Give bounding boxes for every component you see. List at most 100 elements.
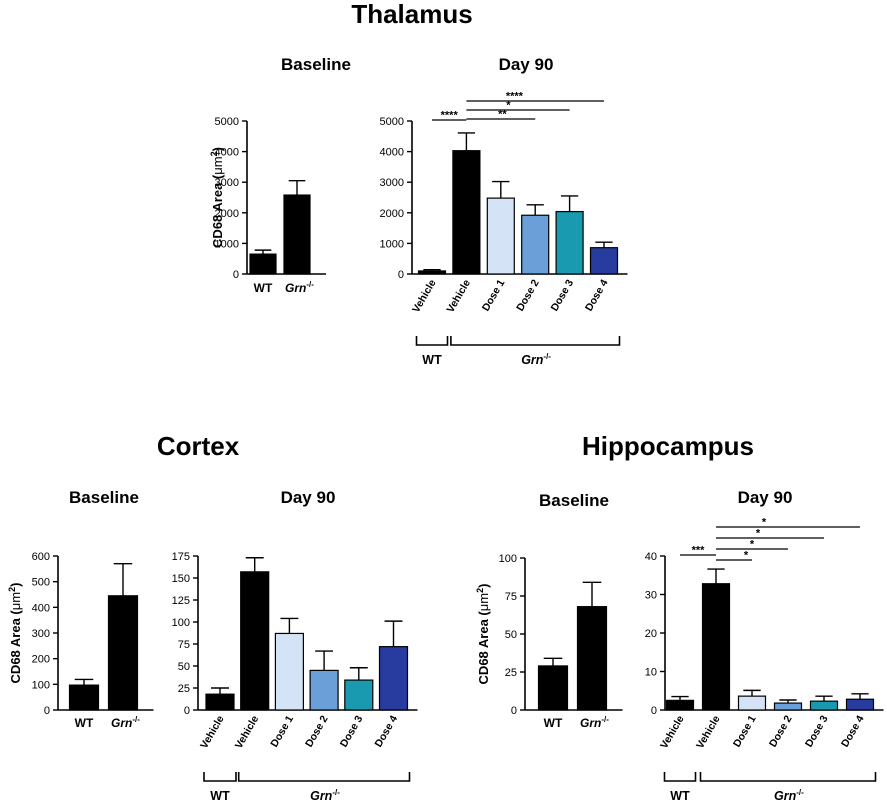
bar	[589, 247, 619, 275]
y-tick-label: 1000	[215, 238, 239, 250]
chart-thalamus-baseline: Baseline 0 1000 2000 3000 4000 5000 CD68 Area (…	[209, 55, 351, 295]
x-category-label: Dose 1	[480, 277, 508, 313]
x-category-label: Vehicle	[233, 713, 262, 750]
bar	[283, 194, 311, 275]
y-tick-label: 100	[499, 553, 517, 565]
bar	[521, 214, 550, 275]
bar	[274, 632, 304, 711]
x-category-label: Dose 2	[514, 277, 542, 313]
bar	[701, 583, 731, 711]
bar	[809, 700, 839, 711]
x-category-label: Dose 3	[803, 713, 831, 749]
significance-label: ****	[441, 110, 459, 122]
bar	[417, 270, 447, 275]
group-label: WT	[210, 789, 230, 803]
y-tick-label: 150	[172, 573, 190, 585]
y-tick-label: 3000	[215, 177, 239, 189]
y-tick-label: 40	[645, 551, 657, 563]
x-category-label: WT	[75, 716, 94, 730]
y-tick-label: 25	[505, 667, 517, 679]
bar	[845, 698, 875, 711]
chart-title: Day 90	[738, 488, 793, 507]
x-category-label: Dose 3	[338, 713, 366, 749]
y-tick-label: 50	[505, 629, 517, 641]
y-tick-label: 175	[172, 551, 190, 563]
y-tick-label: 300	[32, 628, 50, 640]
bar	[240, 571, 270, 711]
y-tick-label: 4000	[215, 147, 239, 159]
x-category-label: Dose 1	[731, 713, 759, 749]
significance-label: ****	[506, 91, 524, 103]
x-category-label: WT	[254, 281, 273, 295]
y-tick-label: 100	[172, 617, 190, 629]
y-axis-label: CD68 Area (μm2)	[7, 583, 23, 684]
x-category-label: Grn-/-	[580, 715, 609, 730]
x-category-label: Vehicle	[410, 277, 439, 314]
group-bracket	[237, 772, 411, 782]
y-tick-label: 5000	[215, 116, 239, 128]
x-category-label: Dose 4	[583, 277, 611, 313]
y-tick-label: 25	[178, 683, 190, 695]
y-tick-label: 200	[32, 654, 50, 666]
y-tick-label: 0	[398, 269, 404, 281]
y-tick-label: 30	[645, 590, 657, 602]
bar	[205, 693, 235, 711]
x-category-label: WT	[544, 716, 563, 730]
group-label: WT	[670, 789, 690, 803]
chart-hippocampus-baseline: Baseline 0 25 50 75 100 CD68 Area (μm2) WT Grn-/…	[475, 491, 623, 730]
bar	[555, 210, 584, 275]
y-axis-label: CD68 Area (μm2)	[475, 584, 491, 685]
bar	[486, 197, 515, 275]
bar	[452, 150, 481, 275]
y-tick-label: 5000	[380, 116, 404, 128]
significance-label: *	[744, 550, 749, 562]
y-axis-label: CD68 Area (μm2)	[209, 147, 225, 248]
y-tick-label: 100	[32, 679, 50, 691]
group-bracket	[450, 336, 621, 346]
x-category-label: Vehicle	[658, 713, 687, 750]
y-tick-label: 600	[32, 551, 50, 563]
chart-cortex-baseline: Baseline 0 100 200 300 400 500 600 CD68 Area (μm…	[7, 488, 154, 730]
bar	[737, 695, 767, 711]
group-label: Grn-/-	[521, 352, 551, 367]
chart-thalamus-day90: Day 90 0 1000 2000 3000 4000 5000 Vehicle Vehicl…	[380, 55, 628, 367]
x-category-label: Vehicle	[694, 713, 723, 750]
x-category-label: Dose 2	[767, 713, 795, 749]
y-tick-label: 0	[184, 705, 190, 717]
bar	[773, 702, 803, 711]
bar	[344, 679, 374, 711]
y-tick-label: 2000	[215, 208, 239, 220]
y-tick-label: 10	[645, 667, 657, 679]
y-tick-label: 1000	[380, 238, 404, 250]
x-category-label: Vehicle	[198, 713, 227, 750]
group-bracket	[699, 772, 877, 782]
y-tick-label: 0	[44, 705, 50, 717]
x-category-label: Grn-/-	[285, 280, 314, 295]
group-bracket	[663, 772, 697, 782]
significance-label: ***	[692, 545, 706, 557]
y-tick-label: 0	[233, 269, 239, 281]
region-title-hippocampus: Hippocampus	[582, 431, 754, 461]
chart-title: Baseline	[281, 55, 351, 74]
significance-label: *	[762, 517, 767, 529]
bar	[68, 684, 100, 711]
x-category-label: Dose 3	[549, 277, 577, 313]
significance-label: *	[750, 539, 755, 551]
x-category-label: Dose 4	[372, 713, 400, 749]
x-category-label: Vehicle	[445, 277, 474, 314]
y-tick-label: 125	[172, 595, 190, 607]
y-tick-label: 4000	[380, 147, 404, 159]
group-label: WT	[422, 353, 442, 367]
y-tick-label: 75	[505, 591, 517, 603]
y-tick-label: 0	[511, 705, 517, 717]
bar	[576, 606, 608, 711]
region-title-thalamus: Thalamus	[351, 0, 472, 29]
y-tick-label: 20	[645, 628, 657, 640]
y-tick-label: 400	[32, 602, 50, 614]
y-tick-label: 0	[651, 705, 657, 717]
bar	[378, 646, 409, 711]
bar	[665, 699, 695, 711]
chart-hippocampus-day90: Day 90 0 10 20 30 40 Vehicle Vehicle Dose 1 Dose …	[645, 488, 884, 803]
